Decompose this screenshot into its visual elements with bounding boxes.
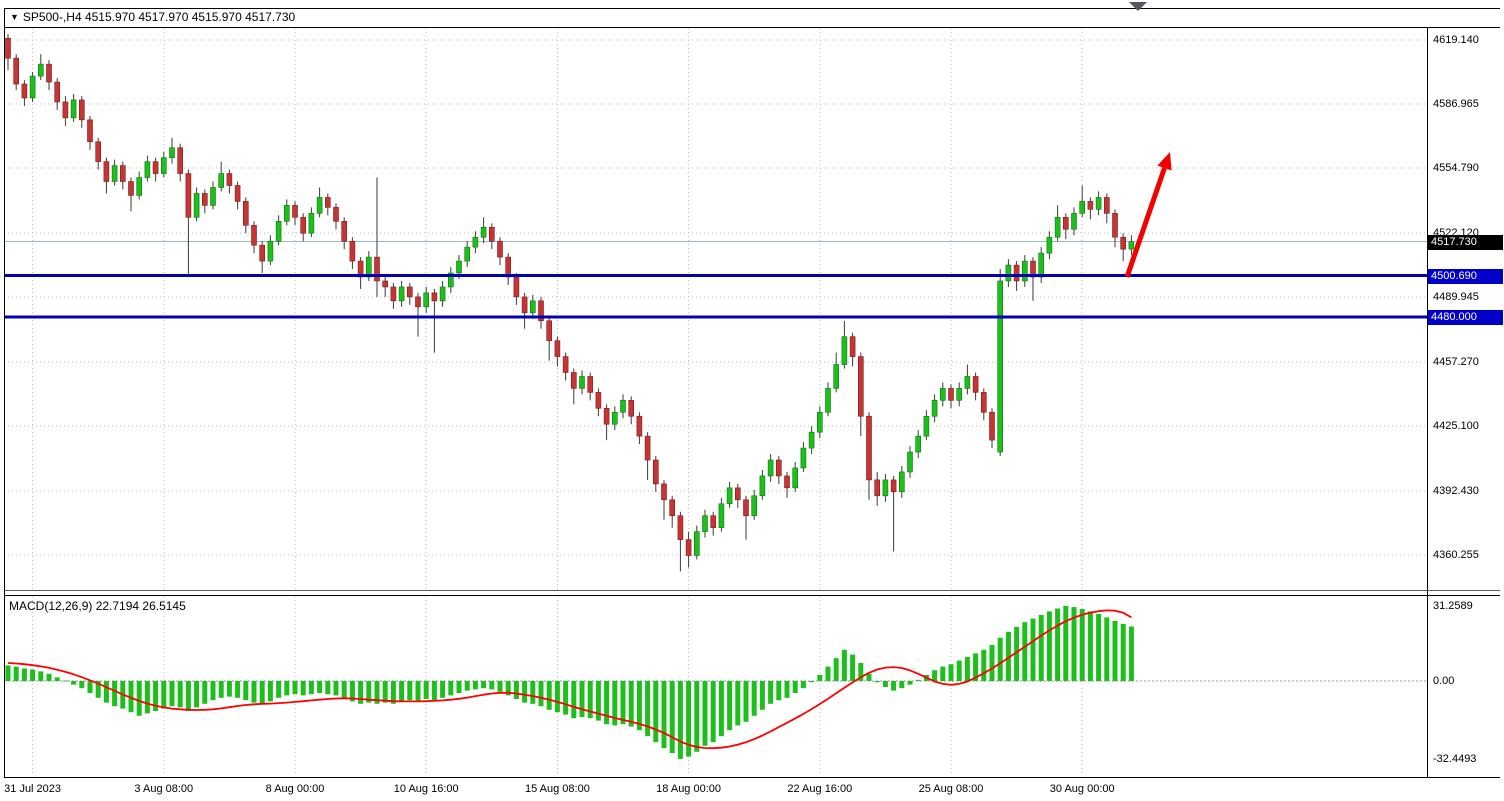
time-axis-label: 22 Aug 16:00 (787, 783, 853, 795)
symbol-info-text: SP500-,H4 4515.970 4517.970 4515.970 451… (22, 10, 296, 24)
price-axis-label: 4457.270 (1433, 356, 1479, 368)
symbol-header: ▼ SP500-,H4 4515.970 4517.970 4515.970 4… (10, 10, 295, 24)
candles-layer[interactable] (5, 34, 1135, 572)
time-axis-label: 25 Aug 08:00 (918, 783, 984, 795)
trend-arrow-head[interactable] (1157, 152, 1172, 171)
time-axis-label: 18 Aug 00:00 (656, 783, 722, 795)
support-price-tag-1: 4500.690 (1428, 268, 1503, 284)
price-axis-label: 4554.790 (1433, 162, 1479, 174)
macd-indicator-label: MACD(12,26,9) 22.7194 26.5145 (9, 599, 186, 613)
price-axis-label: 4619.140 (1433, 34, 1479, 46)
chart-shift-marker[interactable] (1129, 2, 1147, 11)
macd-histogram (5, 605, 1134, 759)
trend-arrow[interactable] (1124, 167, 1167, 278)
chart-frame (4, 8, 1500, 778)
macd-axis-label: -32.4493 (1433, 752, 1477, 765)
symbol-dropdown-icon[interactable]: ▼ (10, 12, 19, 22)
time-axis-label: 3 Aug 08:00 (134, 783, 194, 795)
macd-axis-label: 0.00 (1433, 675, 1455, 687)
price-axis-label: 4586.965 (1433, 98, 1479, 110)
support-price-tag-2: 4480.000 (1428, 309, 1503, 325)
time-axis-label: 10 Aug 16:00 (393, 783, 459, 795)
time-axis-label: 8 Aug 00:00 (265, 783, 325, 795)
gridlines (4, 28, 1427, 776)
price-axis-label: 4360.255 (1433, 548, 1479, 561)
macd-axis-label: 31.2589 (1433, 599, 1473, 612)
price-axis-label: 4392.430 (1433, 484, 1479, 497)
price-axis-label: 4489.945 (1433, 291, 1479, 303)
macd-signal-line (7, 609, 1132, 750)
time-axis-label: 30 Aug 00:00 (1049, 783, 1115, 795)
price-axis-label: 4425.100 (1433, 419, 1479, 432)
current-price-tag: 4517.730 (1428, 234, 1503, 250)
time-axis-label: 31 Jul 2023 (4, 783, 62, 795)
time-axis-label: 15 Aug 08:00 (524, 783, 590, 795)
